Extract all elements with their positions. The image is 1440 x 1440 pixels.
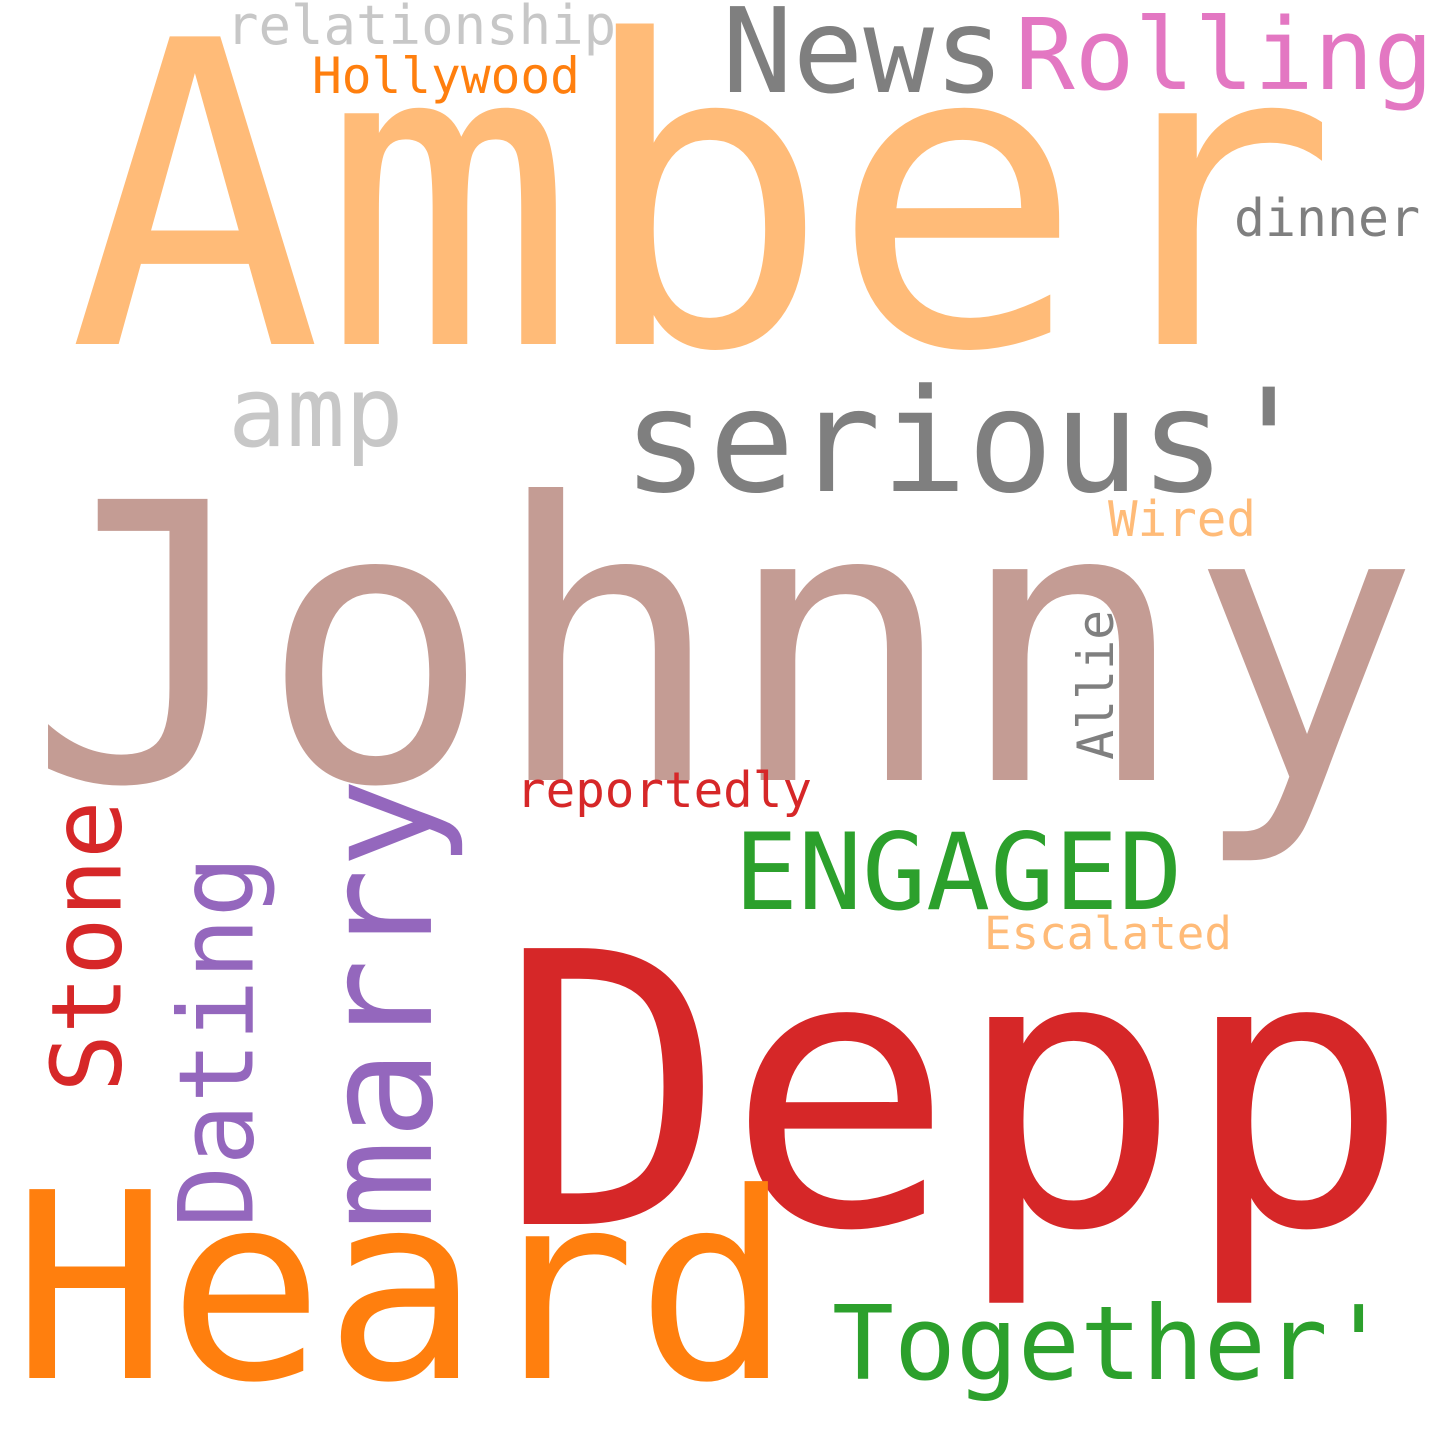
word-serious: serious' <box>622 357 1312 525</box>
word-dating: Dating <box>157 854 278 1228</box>
word-escalated: Escalated <box>984 907 1232 960</box>
word-amber: Amber <box>68 0 1339 444</box>
word-relationship: relationship <box>226 0 617 57</box>
word-wired: Wired <box>1108 489 1256 548</box>
word-johnny: Johnny <box>27 422 1421 871</box>
word-news: News <box>722 0 1005 120</box>
word-together: Together' <box>832 1283 1390 1404</box>
word-dinner: dinner <box>1234 189 1421 249</box>
word-allie: Allie <box>1067 609 1126 760</box>
word-rolling: Rolling <box>1015 0 1434 113</box>
word-depp: Depp <box>498 874 1410 1314</box>
word-engaged: ENGAGED <box>734 811 1183 935</box>
word-marry: marry <box>292 778 467 1231</box>
word-reportedly: reportedly <box>516 760 812 819</box>
word-hollywood: Hollywood <box>312 46 580 105</box>
word-amp: amp <box>228 355 404 469</box>
word-stone: Stone <box>30 800 144 1093</box>
word-heard: Heard <box>12 1137 793 1440</box>
